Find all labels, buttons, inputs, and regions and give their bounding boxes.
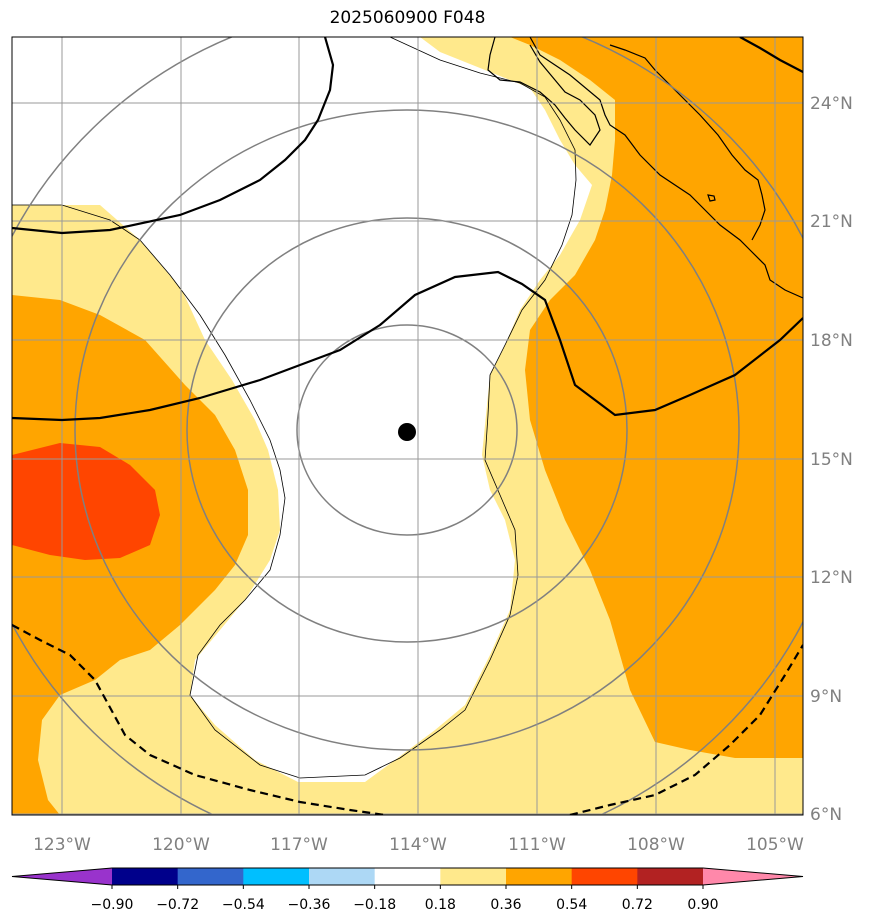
colorbar-tick-label: 0.36 xyxy=(490,897,521,913)
range-rings xyxy=(12,37,803,815)
colorbar-segment xyxy=(309,868,376,885)
fill-region-red xyxy=(12,443,160,560)
thick-contour-middle xyxy=(12,270,803,422)
coastline-gulf-east xyxy=(609,44,766,241)
colorbar-tick-label: −0.90 xyxy=(91,897,134,913)
colorbar-tick-label: 0.54 xyxy=(556,897,587,913)
lon-label-111: 111°W xyxy=(508,835,566,855)
latitude-labels: 24°N 21°N 18°N 15°N 12°N 9°N 6°N xyxy=(810,94,853,825)
colorbar-segment xyxy=(506,868,573,885)
thick-contour-northeast xyxy=(739,37,803,73)
colorbar-tick-label: 0.18 xyxy=(425,897,456,913)
map-title: 2025060900 F048 xyxy=(329,8,486,28)
lon-label-114: 114°W xyxy=(389,835,447,855)
colorbar-segment xyxy=(637,868,704,885)
storm-center-marker xyxy=(398,423,416,441)
lat-label-9: 9°N xyxy=(810,687,842,707)
colorbar-segment xyxy=(571,868,638,885)
colorbar-tick-label: 0.72 xyxy=(622,897,653,913)
lon-label-117: 117°W xyxy=(270,835,328,855)
lon-label-108: 108°W xyxy=(627,835,685,855)
longitude-labels: 123°W 120°W 117°W 114°W 111°W 108°W 105°… xyxy=(33,835,804,855)
lon-label-123: 123°W xyxy=(33,835,91,855)
colorbar-tick-label: −0.72 xyxy=(156,897,199,913)
thick-contour-north xyxy=(12,37,335,235)
colorbar-segment xyxy=(243,868,310,885)
lat-label-6: 6°N xyxy=(810,805,842,825)
gridlines xyxy=(12,37,803,815)
dashed-contour-west xyxy=(12,624,386,815)
fill-region-orange-west xyxy=(12,295,248,815)
colorbar-segment xyxy=(177,868,244,885)
colorbar-tick-label: −0.18 xyxy=(353,897,396,913)
coastline-island xyxy=(707,194,716,202)
lat-label-24: 24°N xyxy=(810,94,853,114)
lon-label-105: 105°W xyxy=(746,835,804,855)
colorbar-extend-high xyxy=(703,868,803,885)
lat-label-15: 15°N xyxy=(810,450,853,470)
colorbar-extend-low xyxy=(12,868,112,885)
thin-contour-west xyxy=(12,37,577,779)
map-frame xyxy=(11,36,804,816)
lat-label-21: 21°N xyxy=(810,212,853,232)
coastline-baja xyxy=(487,37,601,146)
lat-label-12: 12°N xyxy=(810,568,853,588)
colorbar-segment xyxy=(440,868,507,885)
colorbar-tick-label: −0.36 xyxy=(288,897,331,913)
colorbar-segment xyxy=(374,868,441,885)
colorbar-tick-label: 0.90 xyxy=(687,897,718,913)
colorbar: −0.90 −0.72 −0.54 −0.36 −0.18 0.18 0.36 0.54 0.7… xyxy=(11,867,804,913)
coastline-mexico xyxy=(529,37,803,299)
lon-label-120: 120°W xyxy=(152,835,210,855)
colorbar-tick-label: −0.54 xyxy=(222,897,265,913)
colorbar-segment xyxy=(112,868,179,885)
lat-label-18: 18°N xyxy=(810,331,853,351)
